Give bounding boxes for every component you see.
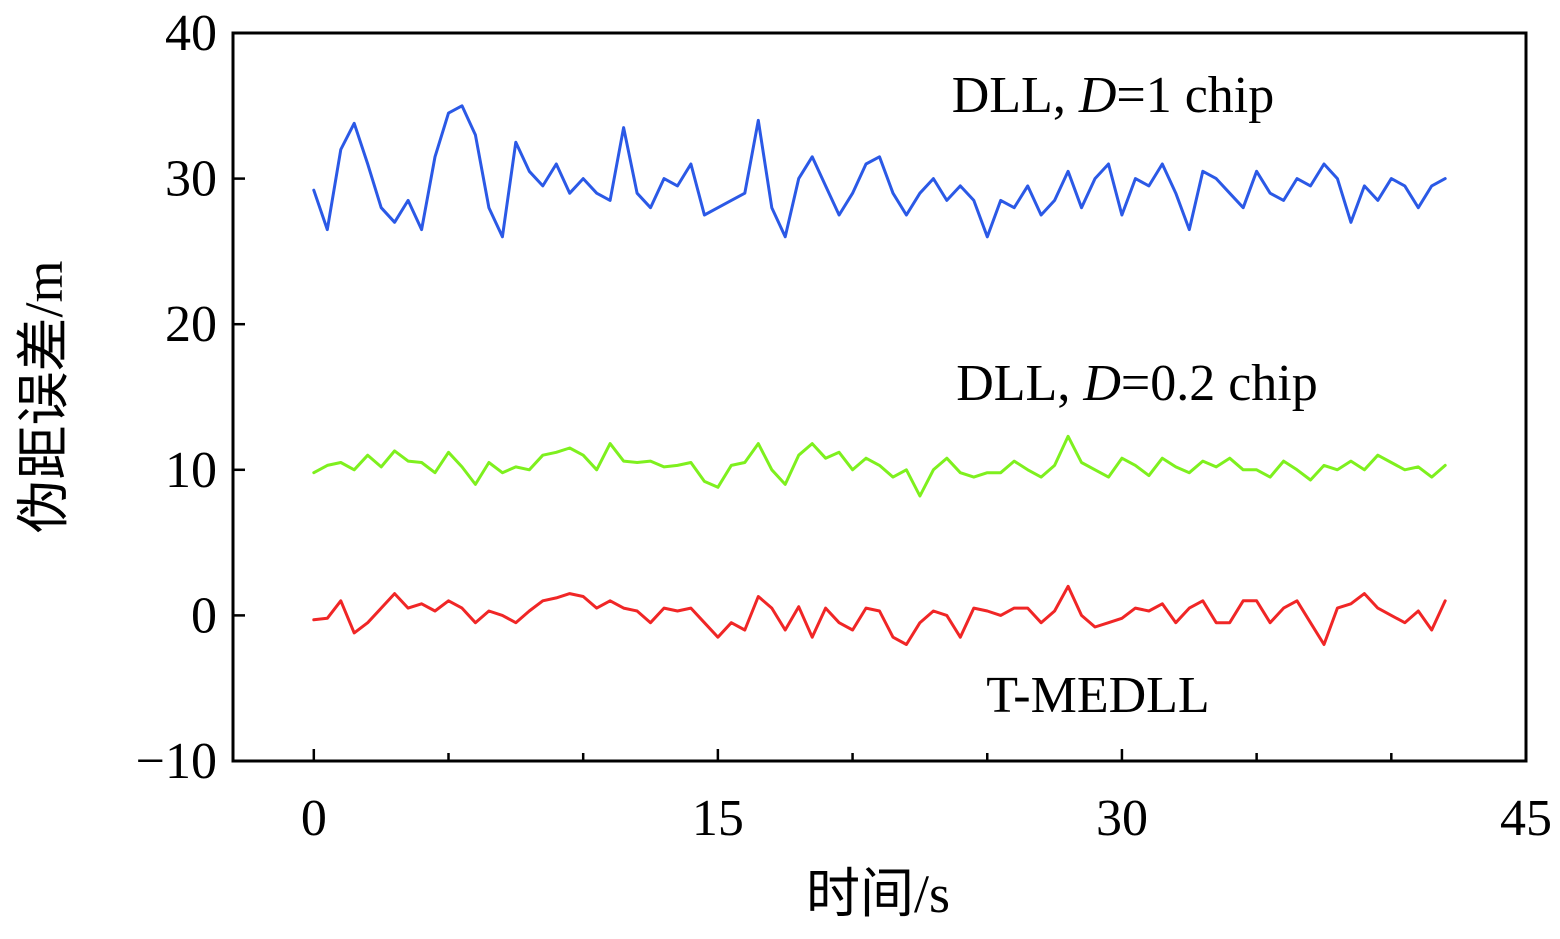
y-tick-label: 10 [165, 442, 217, 499]
series-label-2: DLL, D=0.2 chip [956, 355, 1318, 412]
y-tick-label: 0 [191, 587, 217, 644]
series-layer [312, 104, 1447, 646]
series-line-2 [312, 434, 1447, 498]
y-tick-label: 40 [165, 5, 217, 62]
series-label-3: T-MEDLL [986, 667, 1209, 724]
series-label-layer: DLL, D=1 chip DLL, D=0.2 chip T-MEDLL [952, 67, 1318, 724]
x-tick-label: 0 [301, 790, 327, 847]
series-line-3 [312, 584, 1447, 646]
y-tick-label: 30 [165, 151, 217, 208]
x-axis-title: 时间/s [806, 864, 950, 924]
plot-frame [231, 31, 1528, 763]
tick-layer: −10 0 10 20 30 40 0 15 30 45 [136, 5, 1552, 847]
y-axis-title: 伪距误差/m [14, 260, 74, 533]
x-tick-label: 15 [692, 790, 744, 847]
series-line-1 [312, 104, 1447, 239]
series-label-1: DLL, D=1 chip [952, 67, 1275, 124]
x-tick-label: 45 [1500, 790, 1552, 847]
x-tick-label: 30 [1096, 790, 1148, 847]
y-tick-label: 20 [165, 296, 217, 353]
y-tick-label: −10 [136, 733, 217, 790]
